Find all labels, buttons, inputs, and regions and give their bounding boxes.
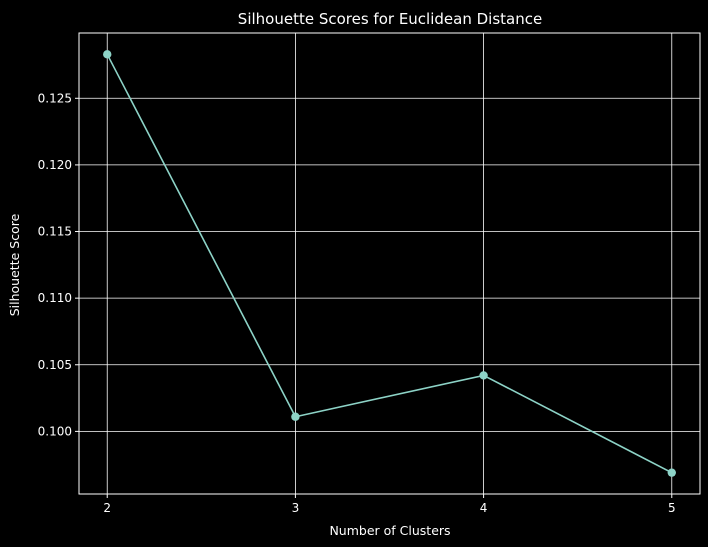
y-tick-label: 0.125 bbox=[38, 91, 72, 105]
x-axis-label: Number of Clusters bbox=[329, 523, 450, 538]
plot-frame bbox=[78, 32, 701, 495]
y-tick-label: 0.110 bbox=[38, 291, 72, 305]
series-line bbox=[106, 53, 673, 474]
x-tick-label: 4 bbox=[480, 501, 488, 515]
data-point bbox=[667, 468, 676, 477]
y-tick-label: 0.115 bbox=[38, 225, 72, 239]
data-point bbox=[103, 50, 112, 59]
grid bbox=[79, 33, 700, 494]
y-tick-label: 0.100 bbox=[38, 424, 72, 438]
series bbox=[103, 50, 676, 477]
y-axis-label: Silhouette Score bbox=[7, 213, 22, 316]
x-tick-label: 2 bbox=[103, 501, 111, 515]
x-tick-label: 5 bbox=[668, 501, 676, 515]
x-tick-label: 3 bbox=[292, 501, 300, 515]
ticks: 2 3 4 5 0.100 0.105 0.110 0.115 0.120 0.125 bbox=[38, 91, 676, 515]
data-point bbox=[291, 412, 300, 421]
chart-title: Silhouette Scores for Euclidean Distance bbox=[238, 10, 542, 28]
data-point bbox=[479, 371, 488, 380]
y-tick-label: 0.120 bbox=[38, 158, 72, 172]
y-tick-label: 0.105 bbox=[38, 358, 72, 372]
